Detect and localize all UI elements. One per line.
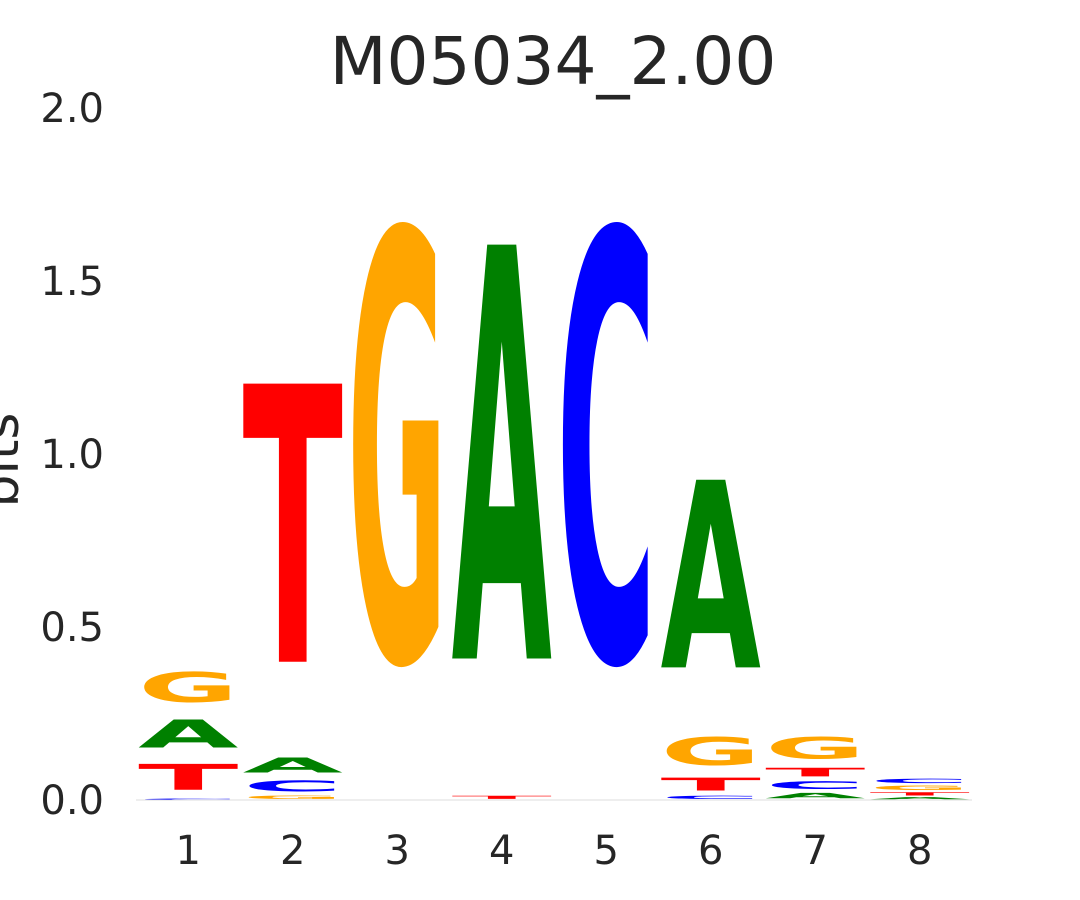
logo-letter-g: G: [347, 115, 447, 799]
x-tick-label: 1: [176, 828, 201, 874]
logo-letter-c: C: [870, 778, 970, 785]
logo-letter-g: G: [661, 730, 761, 775]
logo-letter-c: C: [243, 778, 343, 795]
logo-letter-a: A: [452, 133, 553, 793]
y-axis-ticks: 0.0 0.5 1.0 1.5 2.0: [40, 86, 104, 824]
x-tick-label: 6: [698, 828, 723, 874]
y-tick-label: 2.0: [40, 86, 104, 132]
logo-letter-a: A: [765, 791, 865, 800]
logo-letter-c: C: [138, 798, 238, 800]
logo-letter-t: T: [870, 791, 970, 796]
y-tick-label: 1.0: [40, 432, 104, 478]
logo-letter-g: G: [138, 663, 238, 712]
x-tick-label: 2: [280, 828, 305, 874]
chart-title: M05034_2.00: [330, 23, 777, 100]
x-tick-label: 5: [594, 828, 619, 874]
y-tick-label: 0.5: [40, 605, 104, 651]
logo-letter-c: C: [661, 795, 761, 800]
x-tick-label: 8: [907, 828, 932, 874]
logo-letter-a: A: [870, 797, 970, 800]
x-axis-ticks: 1 2 3 4 5 6 7 8: [176, 828, 933, 874]
y-tick-label: 1.5: [40, 259, 104, 305]
x-tick-label: 3: [385, 828, 410, 874]
logo-letter-t: T: [243, 309, 344, 752]
y-axis-label: bits: [0, 413, 31, 508]
logo-letter-g: G: [765, 731, 865, 766]
logo-letter-a: A: [138, 712, 238, 757]
x-tick-label: 4: [489, 828, 514, 874]
x-tick-label: 7: [803, 828, 828, 874]
logo-letter-a: A: [243, 753, 344, 777]
logo-letter-c: C: [765, 779, 865, 791]
logo-letter-c: C: [556, 112, 656, 798]
logo-letter-g: G: [243, 795, 343, 800]
logo-letter-a: A: [661, 430, 761, 729]
logo-letter-t: T: [138, 757, 238, 798]
y-tick-label: 0.0: [40, 778, 104, 824]
logo-letter-g: G: [870, 785, 970, 792]
logo-letter-t: T: [452, 795, 552, 800]
logo-letter-t: T: [661, 774, 761, 795]
logo-letter-t: T: [765, 765, 865, 779]
